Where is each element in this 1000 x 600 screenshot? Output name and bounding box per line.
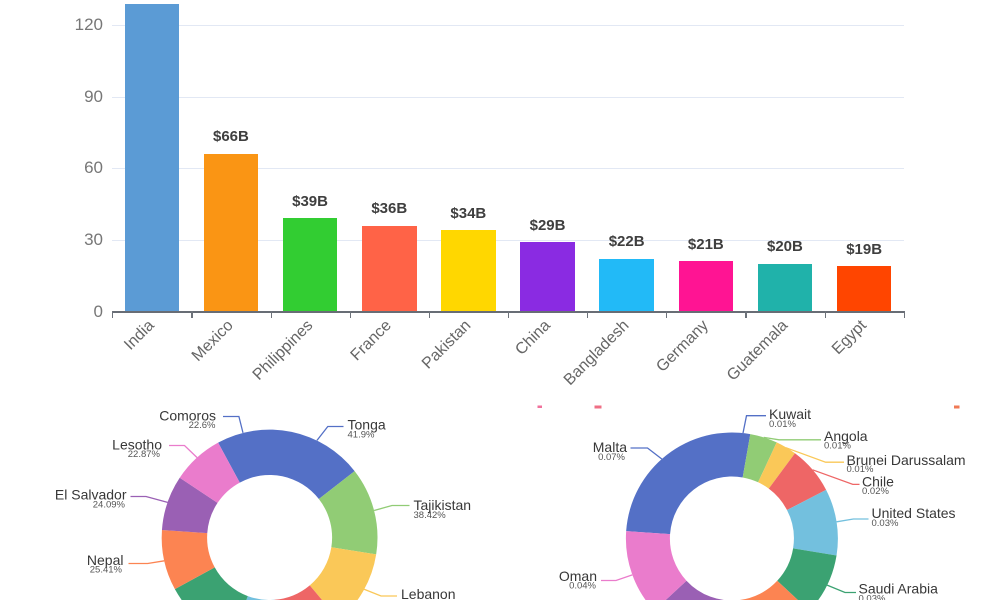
svg-text:0.03%: 0.03% <box>859 594 886 600</box>
svg-text:Brunei Darussalam: Brunei Darussalam <box>847 452 966 468</box>
svg-text:0.04%: 0.04% <box>569 581 596 592</box>
svg-text:0.01%: 0.01% <box>824 441 851 452</box>
svg-text:United States: United States <box>872 505 956 521</box>
svg-text:0.02%: 0.02% <box>862 486 889 497</box>
svg-text:Lesotho: Lesotho <box>112 437 162 453</box>
svg-text:0.01%: 0.01% <box>847 464 874 475</box>
svg-text:0.07%: 0.07% <box>598 452 625 463</box>
svg-text:Chile: Chile <box>862 474 894 490</box>
svg-text:Tonga: Tonga <box>348 417 386 433</box>
svg-text:Comoros: Comoros <box>159 408 216 424</box>
svg-text:Nepal: Nepal <box>87 552 124 568</box>
svg-text:22.6%: 22.6% <box>189 420 216 431</box>
svg-text:0.03%: 0.03% <box>872 518 899 529</box>
svg-text:Oman: Oman <box>559 568 597 584</box>
svg-text:41.9%: 41.9% <box>348 430 375 441</box>
svg-text:24.09%: 24.09% <box>93 500 126 511</box>
svg-text:25.41%: 25.41% <box>90 565 123 576</box>
svg-text:Saudi Arabia: Saudi Arabia <box>859 581 939 597</box>
svg-text:Kuwait: Kuwait <box>769 406 811 422</box>
svg-text:El Salvador: El Salvador <box>55 487 127 503</box>
svg-text:Lebanon: Lebanon <box>401 586 456 600</box>
svg-text:Tajikistan: Tajikistan <box>414 497 472 513</box>
svg-text:0.01%: 0.01% <box>769 419 796 430</box>
svg-text:38.42%: 38.42% <box>414 510 447 521</box>
svg-text:Angola: Angola <box>824 428 868 444</box>
svg-text:Malta: Malta <box>593 439 627 455</box>
svg-text:22.87%: 22.87% <box>128 449 161 460</box>
